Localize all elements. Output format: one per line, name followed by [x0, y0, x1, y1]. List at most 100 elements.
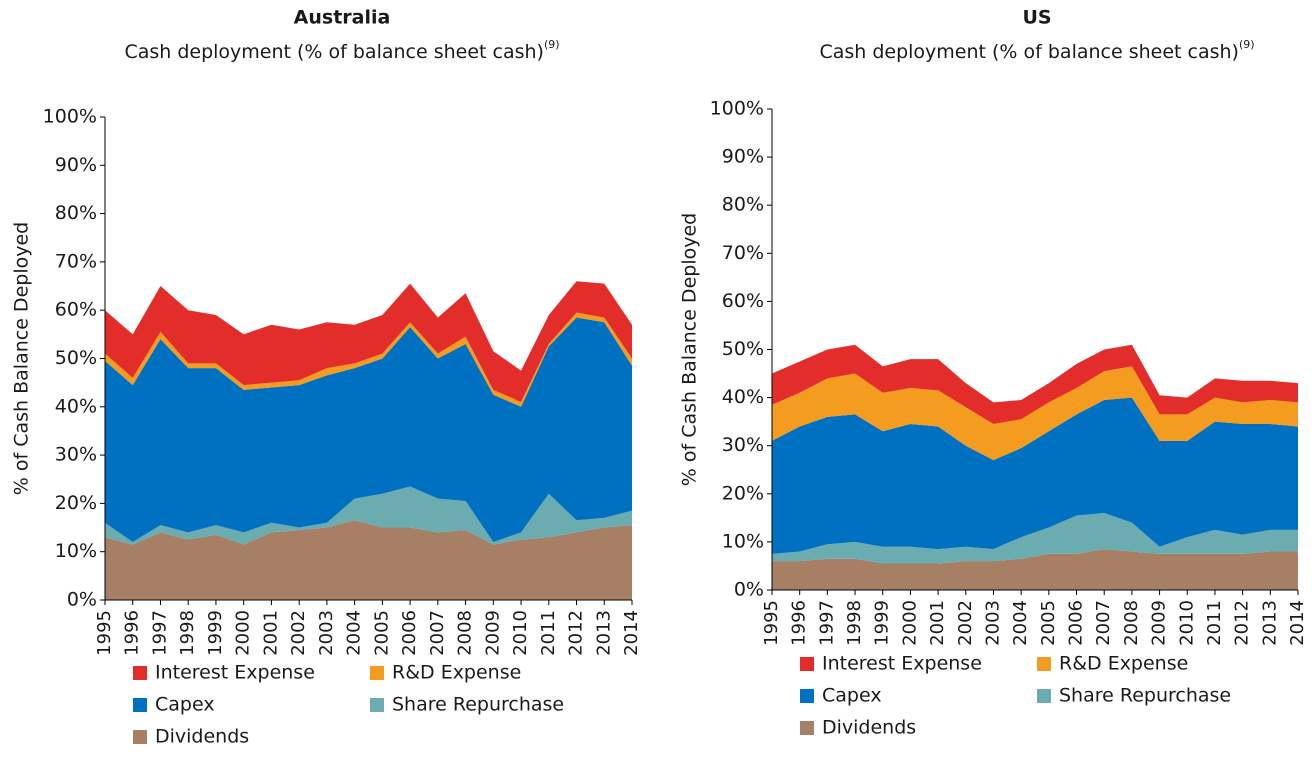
- area: [105, 520, 632, 600]
- y-tick-label: 70%: [722, 242, 764, 264]
- legend-label: Share Repurchase: [1059, 685, 1231, 707]
- legend-label: Interest Expense: [155, 662, 315, 684]
- legend-swatch: [133, 698, 147, 712]
- y-tick-label: 30%: [55, 444, 97, 466]
- legend-swatch: [800, 721, 814, 735]
- x-tick-label: 2012: [566, 610, 587, 656]
- legend-label: Capex: [822, 685, 882, 707]
- x-tick-label: 1995: [94, 610, 115, 656]
- x-tick-label: 2004: [1010, 600, 1031, 646]
- subtitle-note: (9): [1239, 38, 1255, 51]
- legend-swatch: [370, 666, 384, 680]
- x-tick-label: 2011: [538, 610, 559, 656]
- y-tick-label: 40%: [55, 395, 97, 417]
- y-axis-label: % of Cash Balance Deployed: [11, 222, 33, 495]
- x-tick-label: 2007: [427, 610, 448, 656]
- x-tick-label: 2002: [288, 610, 309, 656]
- x-tick-label: 2014: [621, 610, 642, 656]
- legend-label: Dividends: [155, 726, 249, 748]
- x-tick-label: 1998: [844, 600, 865, 646]
- y-tick-label: 20%: [55, 492, 97, 514]
- y-axis-label: % of Cash Balance Deployed: [679, 213, 701, 486]
- x-tick-label: 2002: [955, 600, 976, 646]
- area: [772, 344, 1298, 425]
- y-tick-label: 0%: [734, 579, 764, 601]
- x-tick-label: 1999: [205, 610, 226, 656]
- y-tick-label: 100%: [710, 98, 764, 120]
- y-tick-label: 80%: [55, 202, 97, 224]
- legend-label: R&D Expense: [1059, 653, 1188, 675]
- x-tick-label: 1997: [816, 600, 837, 646]
- y-tick-label: 50%: [722, 338, 764, 360]
- y-tick-label: 20%: [722, 482, 764, 504]
- legend-swatch: [800, 657, 814, 671]
- y-tick-label: 80%: [722, 194, 764, 216]
- x-tick-label: 2008: [455, 610, 476, 656]
- x-tick-label: 1997: [149, 610, 170, 656]
- chart-title: US: [1022, 7, 1051, 29]
- area: [105, 317, 632, 543]
- subtitle-note: (9): [544, 38, 560, 51]
- x-tick-label: 1995: [761, 600, 782, 646]
- legend-label: Share Repurchase: [392, 694, 564, 716]
- legend-swatch: [1037, 689, 1051, 703]
- x-tick-label: 2011: [1204, 600, 1225, 646]
- legend-swatch: [370, 698, 384, 712]
- y-tick-label: 60%: [55, 299, 97, 321]
- legend-swatch: [133, 730, 147, 744]
- legend-label: Interest Expense: [822, 653, 982, 675]
- x-tick-label: 2012: [1232, 600, 1253, 646]
- x-tick-label: 2007: [1093, 600, 1114, 646]
- chart: US Cash deployment (% of balance sheet ca…: [679, 7, 1309, 739]
- area: [105, 486, 632, 545]
- x-tick-label: 2014: [1287, 600, 1308, 646]
- x-tick-label: 2005: [371, 610, 392, 656]
- area: [772, 366, 1298, 461]
- y-tick-label: 90%: [55, 154, 97, 176]
- x-tick-label: 2013: [1259, 600, 1280, 646]
- chart-subtitle: Cash deployment (% of balance sheet cash…: [124, 38, 559, 63]
- x-tick-label: 2000: [233, 610, 254, 656]
- x-tick-label: 2004: [344, 610, 365, 656]
- x-tick-label: 2009: [482, 610, 503, 656]
- x-tick-label: 2009: [1149, 600, 1170, 646]
- legend-swatch: [800, 689, 814, 703]
- x-tick-label: 2013: [593, 610, 614, 656]
- legend-label: Capex: [155, 694, 215, 716]
- y-tick-label: 10%: [55, 540, 97, 562]
- chart-subtitle: Cash deployment (% of balance sheet cash…: [819, 38, 1254, 63]
- y-tick-label: 100%: [43, 106, 97, 128]
- y-tick-label: 30%: [722, 434, 764, 456]
- x-tick-label: 2008: [1121, 600, 1142, 646]
- area: [105, 312, 632, 407]
- x-tick-label: 2003: [982, 600, 1003, 646]
- legend-label: Dividends: [822, 717, 916, 739]
- x-tick-label: 1998: [177, 610, 198, 656]
- subtitle-text: Cash deployment (% of balance sheet cash…: [124, 41, 544, 63]
- area: [772, 397, 1298, 554]
- x-tick-label: 1996: [122, 610, 143, 656]
- legend-swatch: [1037, 657, 1051, 671]
- x-tick-label: 1999: [872, 600, 893, 646]
- y-tick-label: 50%: [55, 347, 97, 369]
- x-tick-label: 2000: [899, 600, 920, 646]
- chart: Australia Cash deployment (% of balance s…: [11, 7, 643, 748]
- area: [105, 281, 632, 402]
- x-tick-label: 2010: [1176, 600, 1197, 646]
- x-tick-label: 2003: [316, 610, 337, 656]
- x-tick-label: 2001: [927, 600, 948, 646]
- y-tick-label: 0%: [67, 589, 97, 611]
- y-tick-label: 40%: [722, 386, 764, 408]
- chart-title: Australia: [294, 7, 391, 29]
- x-tick-label: 1996: [789, 600, 810, 646]
- legend-swatch: [133, 666, 147, 680]
- x-tick-label: 2001: [260, 610, 281, 656]
- y-tick-label: 90%: [722, 146, 764, 168]
- x-tick-label: 2010: [510, 610, 531, 656]
- legend-label: R&D Expense: [392, 662, 521, 684]
- y-tick-label: 70%: [55, 250, 97, 272]
- area: [772, 513, 1298, 564]
- area: [772, 549, 1298, 590]
- x-tick-label: 2006: [1066, 600, 1087, 646]
